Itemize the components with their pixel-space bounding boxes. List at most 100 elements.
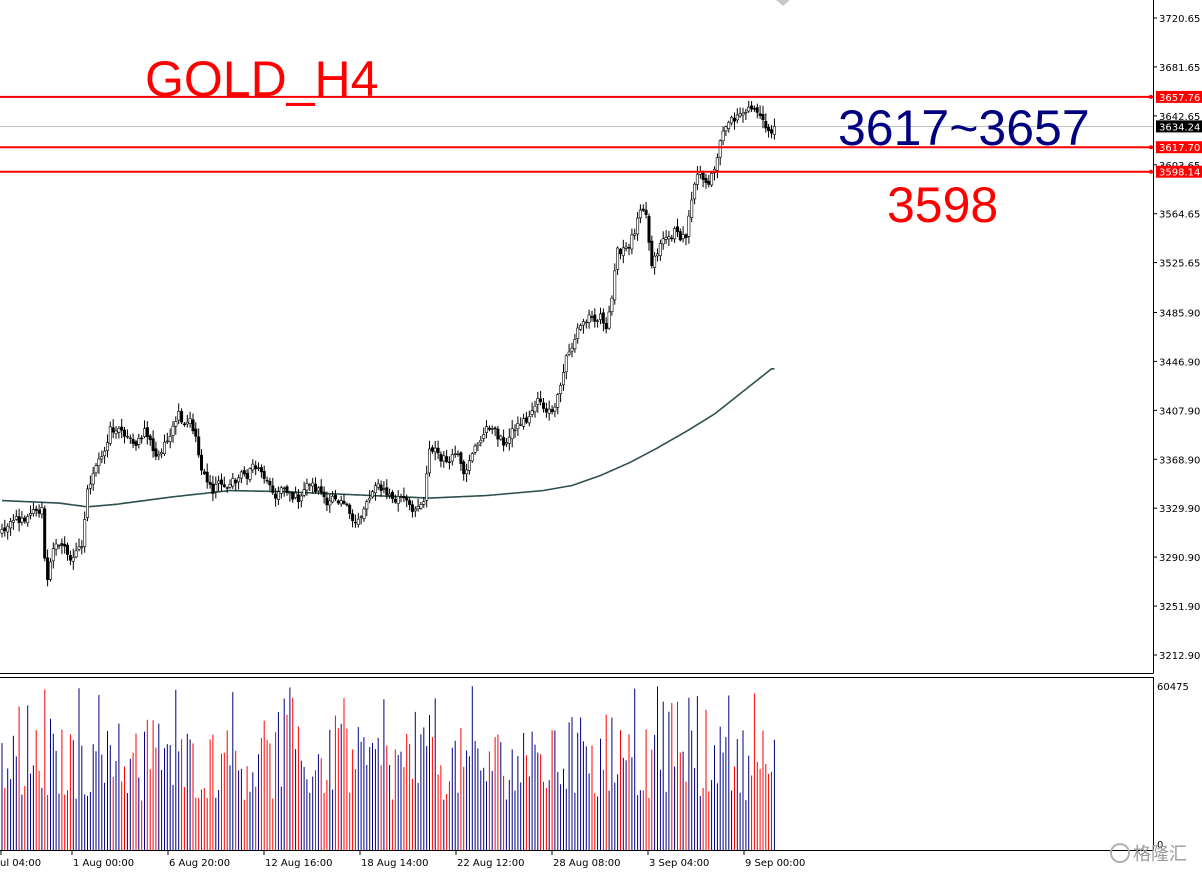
candle-body (544, 408, 548, 413)
candle (237, 474, 241, 490)
candle (51, 542, 55, 569)
candle (647, 213, 651, 251)
candle-body (522, 418, 526, 427)
candle (402, 487, 406, 503)
scroll-marker-icon[interactable] (776, 0, 790, 6)
candle (14, 509, 18, 521)
candle-body (638, 209, 642, 219)
candle (675, 218, 679, 237)
level-label-bg (1156, 141, 1202, 154)
candle-body (356, 518, 360, 525)
candle-body (684, 234, 688, 239)
candle-body (675, 226, 679, 233)
candle-body (180, 411, 184, 423)
candle (114, 426, 118, 439)
candle-body (208, 481, 212, 485)
candle-body (259, 467, 263, 473)
level-handle[interactable] (1149, 169, 1153, 174)
candle-body (536, 398, 540, 405)
candle-body (499, 435, 503, 440)
candle-body (316, 487, 320, 492)
candle-body (6, 525, 10, 533)
candle (74, 542, 78, 559)
watermark-logo-icon (1110, 843, 1130, 863)
candle (476, 442, 480, 452)
candle-body (627, 247, 631, 249)
candle (462, 459, 466, 481)
candle (342, 494, 346, 505)
candle-body (744, 111, 748, 114)
candle (328, 494, 332, 513)
candle (536, 391, 540, 413)
candle (339, 495, 343, 507)
candle (131, 433, 135, 448)
candle (302, 481, 306, 498)
candle-body (502, 437, 506, 446)
candle-body (106, 442, 110, 451)
x-tick-label: 3 Sep 04:00 (649, 858, 709, 869)
candle-body (641, 208, 645, 211)
candle-body (370, 491, 374, 498)
level-handle[interactable] (1149, 145, 1153, 150)
candle-body (200, 454, 204, 471)
levels-group (0, 94, 1153, 174)
candle (160, 448, 164, 459)
candle (225, 486, 229, 493)
candle-body (251, 463, 255, 471)
candle (767, 124, 771, 138)
candle-body (328, 500, 332, 506)
candle (26, 513, 30, 527)
candle (482, 427, 486, 442)
candle-body (761, 114, 765, 121)
candle-body (598, 313, 602, 320)
candle-body (353, 521, 357, 524)
candle (661, 231, 665, 250)
candle (285, 484, 289, 496)
candle-body (550, 409, 554, 413)
candle-body (721, 130, 725, 142)
candle-body (174, 421, 178, 427)
candle-body (40, 507, 44, 515)
candle (758, 105, 762, 119)
candle-body (484, 426, 488, 433)
candle-body (467, 460, 471, 471)
candle-body (111, 427, 115, 433)
candle (761, 105, 765, 129)
candle (177, 403, 181, 425)
y-tick-label: 3329.90 (1159, 504, 1200, 515)
candle (470, 452, 474, 463)
candle-body (348, 504, 352, 514)
candle (533, 400, 537, 418)
candle-body (222, 484, 226, 487)
candle-body (160, 452, 164, 455)
candle-body (168, 436, 172, 442)
y-tick-label: 3642.65 (1159, 112, 1200, 123)
candle (91, 466, 95, 491)
x-tick-label: 28 Aug 08:00 (553, 858, 620, 869)
candle (94, 463, 98, 477)
candle-body (262, 471, 266, 479)
candle-body (704, 178, 708, 183)
support-annotation: 3598 (887, 177, 998, 233)
candle (430, 444, 434, 454)
candle (282, 486, 286, 497)
candle (527, 410, 531, 427)
candle (220, 473, 224, 492)
candle (564, 354, 568, 380)
candle (724, 125, 728, 137)
candle (185, 415, 189, 428)
candle-body (519, 424, 523, 426)
candle (701, 170, 705, 188)
candle-body (225, 487, 229, 489)
candle (516, 416, 520, 436)
candle (86, 485, 90, 522)
candle-body (710, 173, 714, 186)
candle-body (610, 297, 614, 313)
candle-body (205, 471, 209, 483)
candle-body (0, 528, 4, 534)
candle (570, 342, 574, 358)
x-tick-label: 22 Aug 12:00 (457, 858, 524, 869)
candle-body (145, 427, 149, 438)
level-handle[interactable] (1149, 94, 1153, 99)
